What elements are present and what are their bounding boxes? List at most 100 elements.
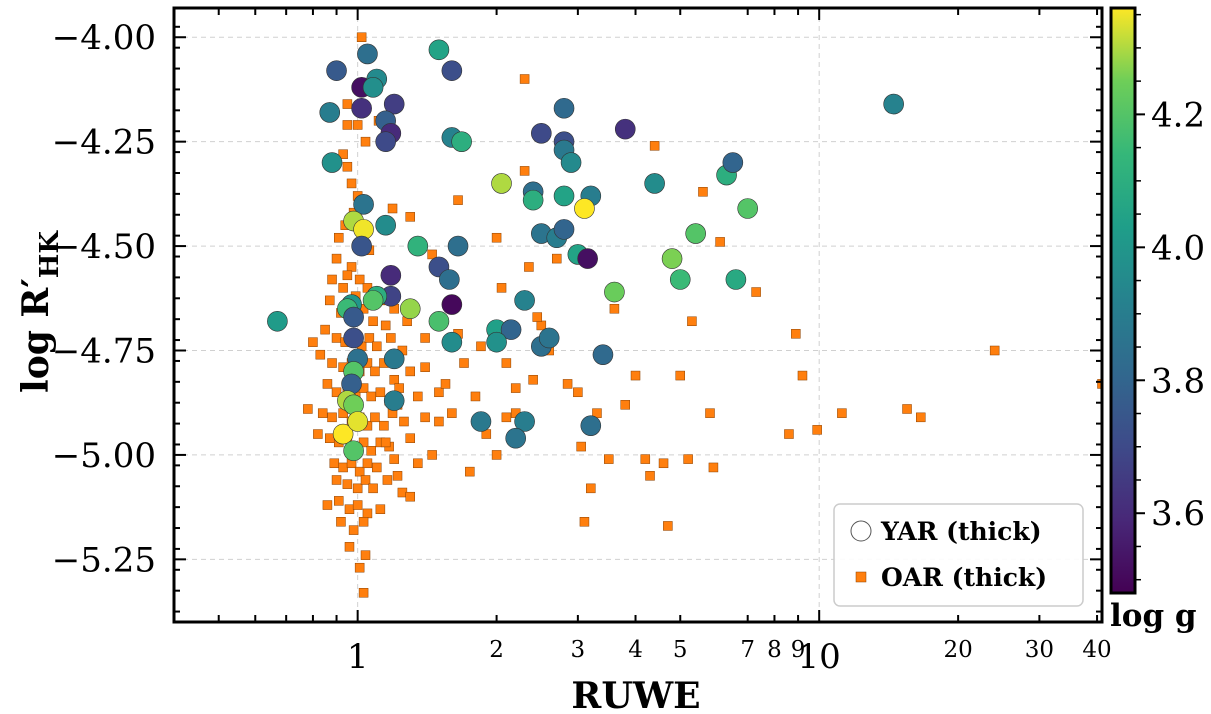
yar-point bbox=[447, 235, 469, 257]
oar-point bbox=[528, 374, 538, 385]
oar-point bbox=[368, 316, 378, 327]
oar-point bbox=[368, 483, 378, 494]
oar-point bbox=[303, 404, 313, 414]
oar-point bbox=[675, 370, 686, 381]
oar-point bbox=[342, 120, 353, 130]
yar-point bbox=[486, 331, 507, 353]
oar-point bbox=[1097, 379, 1102, 389]
yar-point bbox=[383, 93, 405, 115]
yar-point bbox=[343, 440, 364, 462]
yar-point bbox=[407, 235, 429, 257]
oar-point bbox=[315, 349, 326, 360]
y-tick-label: −5.25 bbox=[52, 540, 156, 580]
oar-point bbox=[524, 262, 534, 272]
yar-point bbox=[505, 427, 526, 449]
oar-point bbox=[366, 391, 376, 402]
oar-point bbox=[519, 74, 530, 84]
oar-point bbox=[336, 517, 346, 527]
oar-point bbox=[324, 295, 335, 306]
oar-point bbox=[470, 391, 481, 402]
yar-point bbox=[883, 93, 904, 115]
oar-point bbox=[334, 232, 344, 243]
oar-point bbox=[649, 141, 660, 151]
oar-point bbox=[389, 454, 399, 464]
oar-point bbox=[322, 379, 333, 389]
yar-point bbox=[470, 411, 492, 432]
yar-point bbox=[267, 310, 288, 332]
yar-point bbox=[553, 219, 575, 240]
oar-point bbox=[389, 374, 399, 385]
oar-point bbox=[372, 462, 382, 473]
oar-point bbox=[331, 475, 342, 485]
yar-point bbox=[722, 152, 744, 173]
oar-point bbox=[399, 416, 409, 427]
y-tick-label: −4.50 bbox=[52, 227, 156, 267]
oar-point bbox=[313, 429, 323, 439]
svg-text:log R′HK: log R′HK bbox=[15, 230, 65, 393]
oar-point bbox=[331, 253, 342, 264]
oar-point bbox=[387, 203, 398, 214]
oar-point bbox=[630, 370, 641, 381]
oar-point bbox=[317, 408, 328, 418]
oar-point bbox=[420, 362, 430, 372]
oar-point bbox=[510, 383, 521, 393]
yar-point bbox=[553, 97, 575, 119]
oar-point bbox=[708, 462, 719, 473]
yar-point bbox=[351, 235, 372, 257]
yar-point bbox=[514, 411, 535, 432]
colorbar-label: log g bbox=[1110, 598, 1197, 634]
oar-point bbox=[344, 542, 355, 552]
oar-point bbox=[386, 333, 396, 343]
oar-point bbox=[715, 237, 725, 247]
yar-point bbox=[451, 131, 472, 152]
yar-point bbox=[428, 39, 450, 61]
oar-point bbox=[989, 345, 1000, 356]
oar-point bbox=[352, 120, 363, 130]
yar-point bbox=[441, 331, 463, 353]
oar-point bbox=[380, 320, 391, 331]
y-axis-title: log R′HK bbox=[15, 230, 65, 393]
oar-point bbox=[476, 341, 486, 352]
yar-point bbox=[439, 269, 460, 290]
oar-point bbox=[362, 458, 373, 469]
oar-point bbox=[358, 517, 369, 527]
oar-point bbox=[609, 303, 620, 314]
yar-point bbox=[428, 310, 450, 332]
oar-point bbox=[427, 450, 437, 460]
oar-point bbox=[459, 358, 469, 368]
colorbar-gradient bbox=[1109, 6, 1137, 595]
oar-point bbox=[447, 408, 457, 418]
yar-point bbox=[332, 423, 354, 445]
legend-label-oar: OAR (thick) bbox=[881, 563, 1047, 592]
oar-point bbox=[405, 433, 415, 443]
oar-point bbox=[331, 387, 342, 398]
oar-point bbox=[360, 475, 371, 485]
oar-point bbox=[405, 366, 415, 377]
oar-point bbox=[370, 366, 380, 377]
oar-point bbox=[354, 274, 365, 285]
oar-point bbox=[434, 416, 444, 427]
oar-point bbox=[338, 462, 348, 473]
x-minor-tick-label: 30 bbox=[1025, 637, 1054, 663]
oar-point bbox=[519, 166, 530, 176]
oar-point bbox=[352, 483, 363, 494]
yar-point bbox=[577, 248, 598, 269]
x-minor-tick-label: 4 bbox=[628, 637, 643, 663]
oar-point bbox=[902, 404, 912, 414]
yar-point bbox=[383, 348, 405, 370]
legend-circle-marker bbox=[850, 520, 872, 542]
y-axis-title-sub: HK bbox=[35, 230, 65, 279]
oar-point bbox=[348, 525, 359, 535]
oar-point bbox=[375, 387, 386, 398]
oar-point bbox=[427, 249, 437, 260]
oar-point bbox=[342, 161, 353, 172]
oar-point bbox=[375, 504, 386, 514]
oar-point bbox=[327, 412, 337, 423]
oar-point bbox=[562, 379, 573, 389]
oar-point bbox=[338, 283, 348, 293]
yar-point bbox=[737, 198, 758, 219]
oar-point bbox=[308, 337, 318, 347]
oar-point bbox=[342, 99, 353, 109]
yar-point bbox=[560, 152, 582, 173]
yar-point bbox=[319, 102, 341, 123]
